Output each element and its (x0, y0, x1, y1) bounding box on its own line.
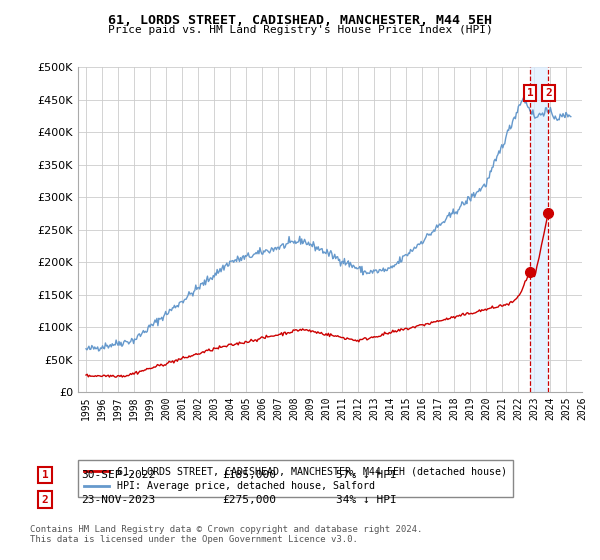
Text: £275,000: £275,000 (222, 494, 276, 505)
Bar (530, 67, 548, 392)
Text: Price paid vs. HM Land Registry's House Price Index (HPI): Price paid vs. HM Land Registry's House … (107, 25, 493, 35)
Text: 61, LORDS STREET, CADISHEAD, MANCHESTER, M44 5EH: 61, LORDS STREET, CADISHEAD, MANCHESTER,… (108, 14, 492, 27)
Text: 1: 1 (41, 470, 49, 480)
Text: £185,000: £185,000 (222, 470, 276, 480)
Text: 1: 1 (527, 88, 533, 98)
Text: 57% ↓ HPI: 57% ↓ HPI (336, 470, 397, 480)
Text: 23-NOV-2023: 23-NOV-2023 (81, 494, 155, 505)
Legend: 61, LORDS STREET, CADISHEAD, MANCHESTER, M44 5EH (detached house), HPI: Average : 61, LORDS STREET, CADISHEAD, MANCHESTER,… (78, 460, 513, 497)
Text: Contains HM Land Registry data © Crown copyright and database right 2024.
This d: Contains HM Land Registry data © Crown c… (30, 525, 422, 544)
Text: 34% ↓ HPI: 34% ↓ HPI (336, 494, 397, 505)
Text: 30-SEP-2022: 30-SEP-2022 (81, 470, 155, 480)
Text: 2: 2 (41, 494, 49, 505)
Text: 2: 2 (545, 88, 552, 98)
